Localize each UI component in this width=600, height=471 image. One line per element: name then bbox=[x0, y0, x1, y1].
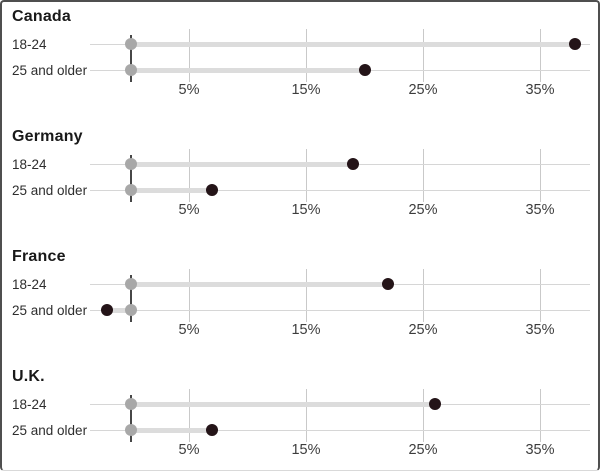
x-axis-tick-label: 5% bbox=[178, 442, 200, 458]
value-dot bbox=[206, 184, 219, 196]
value-dot bbox=[101, 304, 114, 316]
value-dot bbox=[206, 424, 219, 436]
country-section: France 18-24 25 and older 5% 15% 25% 35% bbox=[2, 242, 598, 362]
age-group-label: 25 and older bbox=[12, 302, 88, 318]
dumbbell-connector bbox=[130, 161, 353, 167]
dumbbell-connector bbox=[130, 67, 365, 73]
baseline-dot bbox=[124, 278, 137, 290]
baseline-dot bbox=[124, 64, 137, 76]
age-group-label: 18-24 bbox=[12, 396, 47, 412]
country-section: Germany 18-24 25 and older 5% 15% 25% 35% bbox=[2, 122, 598, 242]
age-group-label: 18-24 bbox=[12, 276, 47, 292]
gridline bbox=[306, 29, 307, 82]
x-axis-tick-label: 35% bbox=[525, 442, 555, 458]
zero-axis-line bbox=[129, 155, 132, 202]
gridline bbox=[540, 29, 541, 82]
gridline bbox=[189, 149, 190, 202]
dumbbell-connector bbox=[130, 187, 213, 193]
row-axis-line bbox=[90, 309, 590, 311]
gridline bbox=[540, 269, 541, 322]
x-axis-tick-label: 5% bbox=[178, 202, 200, 218]
x-axis-tick-label: 25% bbox=[408, 82, 438, 98]
baseline-dot bbox=[124, 38, 137, 50]
gridline bbox=[423, 269, 424, 322]
x-axis-tick-label: 35% bbox=[525, 322, 555, 338]
dumbbell-connector bbox=[130, 401, 435, 407]
zero-axis-line bbox=[129, 395, 132, 442]
dumbbell-connector bbox=[130, 41, 576, 47]
row-axis-line bbox=[90, 429, 590, 431]
x-axis-tick-label: 35% bbox=[525, 202, 555, 218]
country-label: Canada bbox=[12, 8, 71, 25]
gridline bbox=[189, 269, 190, 322]
x-axis-tick-label: 25% bbox=[408, 442, 438, 458]
x-axis-tick-label: 5% bbox=[178, 322, 200, 338]
dumbbell-connector bbox=[107, 307, 131, 313]
x-axis-tick-label: 25% bbox=[408, 322, 438, 338]
x-axis-tick-label: 35% bbox=[525, 82, 555, 98]
x-axis-tick-label: 15% bbox=[291, 322, 321, 338]
gridline bbox=[306, 389, 307, 442]
gridline bbox=[306, 149, 307, 202]
x-axis-tick-label: 15% bbox=[291, 202, 321, 218]
gridline bbox=[306, 269, 307, 322]
dumbbell-connector bbox=[130, 427, 213, 433]
age-group-label: 18-24 bbox=[12, 36, 47, 52]
baseline-dot bbox=[124, 398, 137, 410]
age-group-label: 25 and older bbox=[12, 62, 88, 78]
age-group-label: 25 and older bbox=[12, 422, 88, 438]
x-axis-tick-label: 15% bbox=[291, 82, 321, 98]
baseline-dot bbox=[124, 304, 137, 316]
gridline bbox=[540, 149, 541, 202]
baseline-dot bbox=[124, 184, 137, 196]
value-dot bbox=[346, 158, 359, 170]
gridline bbox=[189, 29, 190, 82]
gridline bbox=[540, 389, 541, 442]
country-label: Germany bbox=[12, 128, 83, 145]
x-axis-tick-label: 25% bbox=[408, 202, 438, 218]
age-group-label: 25 and older bbox=[12, 182, 88, 198]
gridline bbox=[423, 389, 424, 442]
value-dot bbox=[569, 38, 582, 50]
gridline bbox=[423, 149, 424, 202]
dumbbell-connector bbox=[130, 281, 388, 287]
baseline-dot bbox=[124, 424, 137, 436]
country-label: France bbox=[12, 248, 66, 265]
x-axis-tick-label: 5% bbox=[178, 82, 200, 98]
gridline bbox=[423, 29, 424, 82]
value-dot bbox=[381, 278, 394, 290]
baseline-dot bbox=[124, 158, 137, 170]
value-dot bbox=[428, 398, 441, 410]
value-dot bbox=[358, 64, 371, 76]
gridline bbox=[189, 389, 190, 442]
country-section: Canada 18-24 25 and older 5% 15% 25% 35% bbox=[2, 2, 598, 122]
age-group-label: 18-24 bbox=[12, 156, 47, 172]
zero-axis-line bbox=[129, 35, 132, 82]
row-axis-line bbox=[90, 189, 590, 191]
country-section: U.K. 18-24 25 and older 5% 15% 25% 35% bbox=[2, 362, 598, 470]
zero-axis-line bbox=[129, 275, 132, 322]
x-axis-tick-label: 15% bbox=[291, 442, 321, 458]
country-label: U.K. bbox=[12, 368, 45, 385]
